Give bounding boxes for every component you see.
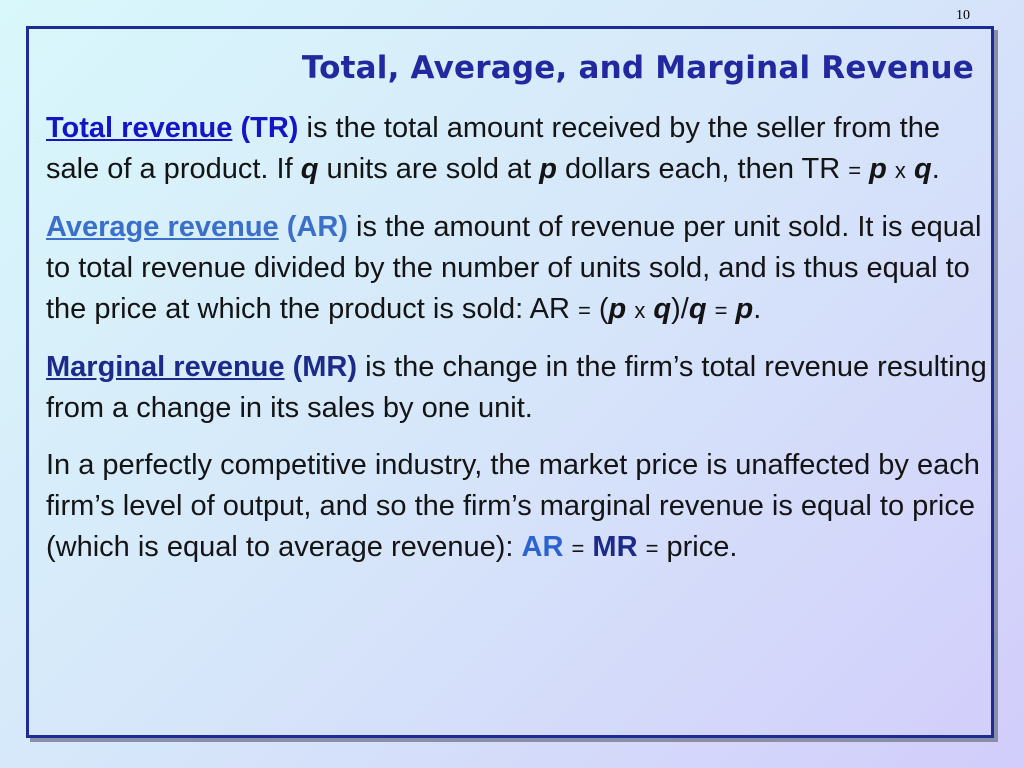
ar-formula-q-divisor: q [688,293,707,325]
ar-times: x [634,298,646,323]
tr-equals: = [848,158,862,183]
slide-frame [26,26,994,738]
slide-content: Total revenue (TR) is the total amount r… [46,108,994,585]
total-revenue-abbr: (TR) [240,112,299,144]
slide-number: 10 [956,8,970,23]
mr-text-1: is the change in the firm’s total revenu… [46,351,987,424]
average-revenue-abbr: (AR) [286,211,348,243]
ar-equals-2: = [714,298,728,323]
ar-equals: = [577,298,591,323]
marginal-revenue-abbr: (MR) [292,351,358,383]
tr-text-2: units are sold at [318,153,540,185]
ar-text-1: is the amount of revenue per unit sold. … [46,211,982,325]
slide-title: Total, Average, and Marginal Revenue [301,50,974,86]
ar-open-paren: ( [598,293,609,325]
tr-var-q: q [300,153,319,185]
ar-formula-p: p [608,293,627,325]
pc-text-1: In a perfectly competitive industry, the… [46,449,980,563]
total-revenue-paragraph: Total revenue (TR) is the total amount r… [46,108,994,191]
average-revenue-term: Average revenue [46,211,279,243]
pc-mr: MR [592,531,638,563]
tr-formula-q: q [913,153,932,185]
ar-end: . [753,293,762,325]
tr-var-p: p [539,153,557,185]
ar-formula-q: q [653,293,672,325]
marginal-revenue-paragraph: Marginal revenue (MR) is the change in t… [46,347,994,429]
tr-text-3: dollars each, then TR [556,153,849,185]
ar-close-div: )/ [671,293,689,325]
pc-equals-2: = [645,536,659,561]
tr-formula-p: p [869,153,887,185]
perfect-competition-paragraph: In a perfectly competitive industry, the… [46,445,994,569]
pc-equals: = [571,536,585,561]
tr-text-1: is the total amount received by the sell… [46,112,940,185]
marginal-revenue-term: Marginal revenue [46,351,285,383]
tr-end: . [931,153,940,185]
pc-ar: AR [521,531,564,563]
average-revenue-paragraph: Average revenue (AR) is the amount of re… [46,207,994,331]
total-revenue-term: Total revenue [46,112,233,144]
tr-times: x [894,158,906,183]
ar-formula-p-result: p [735,293,754,325]
pc-price: price. [666,531,738,563]
